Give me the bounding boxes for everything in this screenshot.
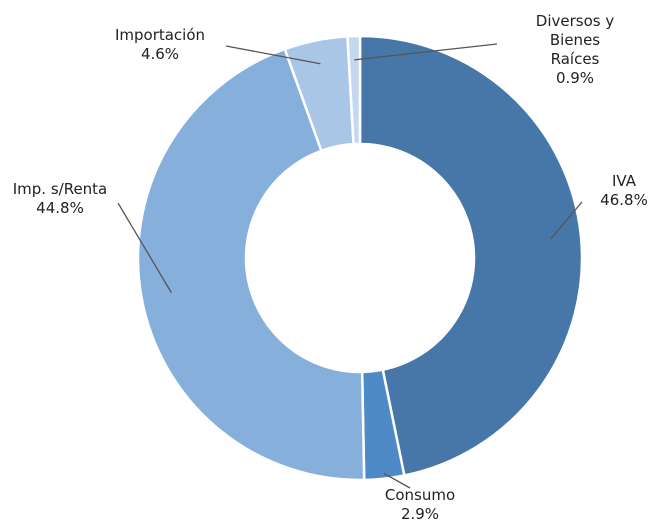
category-name: Diversos y Bienes Raíces: [535, 12, 615, 68]
slice-label: Importación 4.6%: [115, 26, 205, 64]
leader-line: [383, 472, 411, 489]
leader-line: [550, 201, 583, 240]
donut-slice: [358, 34, 584, 478]
slice-label: Imp. s/Renta 44.8%: [13, 180, 108, 218]
value-label: 44.8%: [36, 199, 84, 217]
donut-slice: [346, 34, 362, 146]
category-name: Imp. s/Renta: [12, 180, 108, 198]
value-label: 0.9%: [555, 69, 595, 87]
slice-label: IVA 46.8%: [600, 172, 648, 210]
category-name: Importación: [114, 26, 206, 44]
leader-line: [225, 45, 321, 65]
slice-label: Consumo 2.9%: [385, 486, 455, 524]
donut-slice: [136, 47, 366, 482]
category-name: Consumo: [384, 486, 456, 504]
category-name: IVA: [612, 172, 636, 190]
value-label: 46.8%: [600, 191, 648, 209]
value-label: 4.6%: [140, 45, 180, 63]
leader-line: [117, 202, 172, 294]
value-label: 2.9%: [400, 505, 440, 523]
slice-label: Diversos y Bienes Raíces 0.9%: [529, 12, 622, 88]
leader-line: [354, 43, 498, 61]
